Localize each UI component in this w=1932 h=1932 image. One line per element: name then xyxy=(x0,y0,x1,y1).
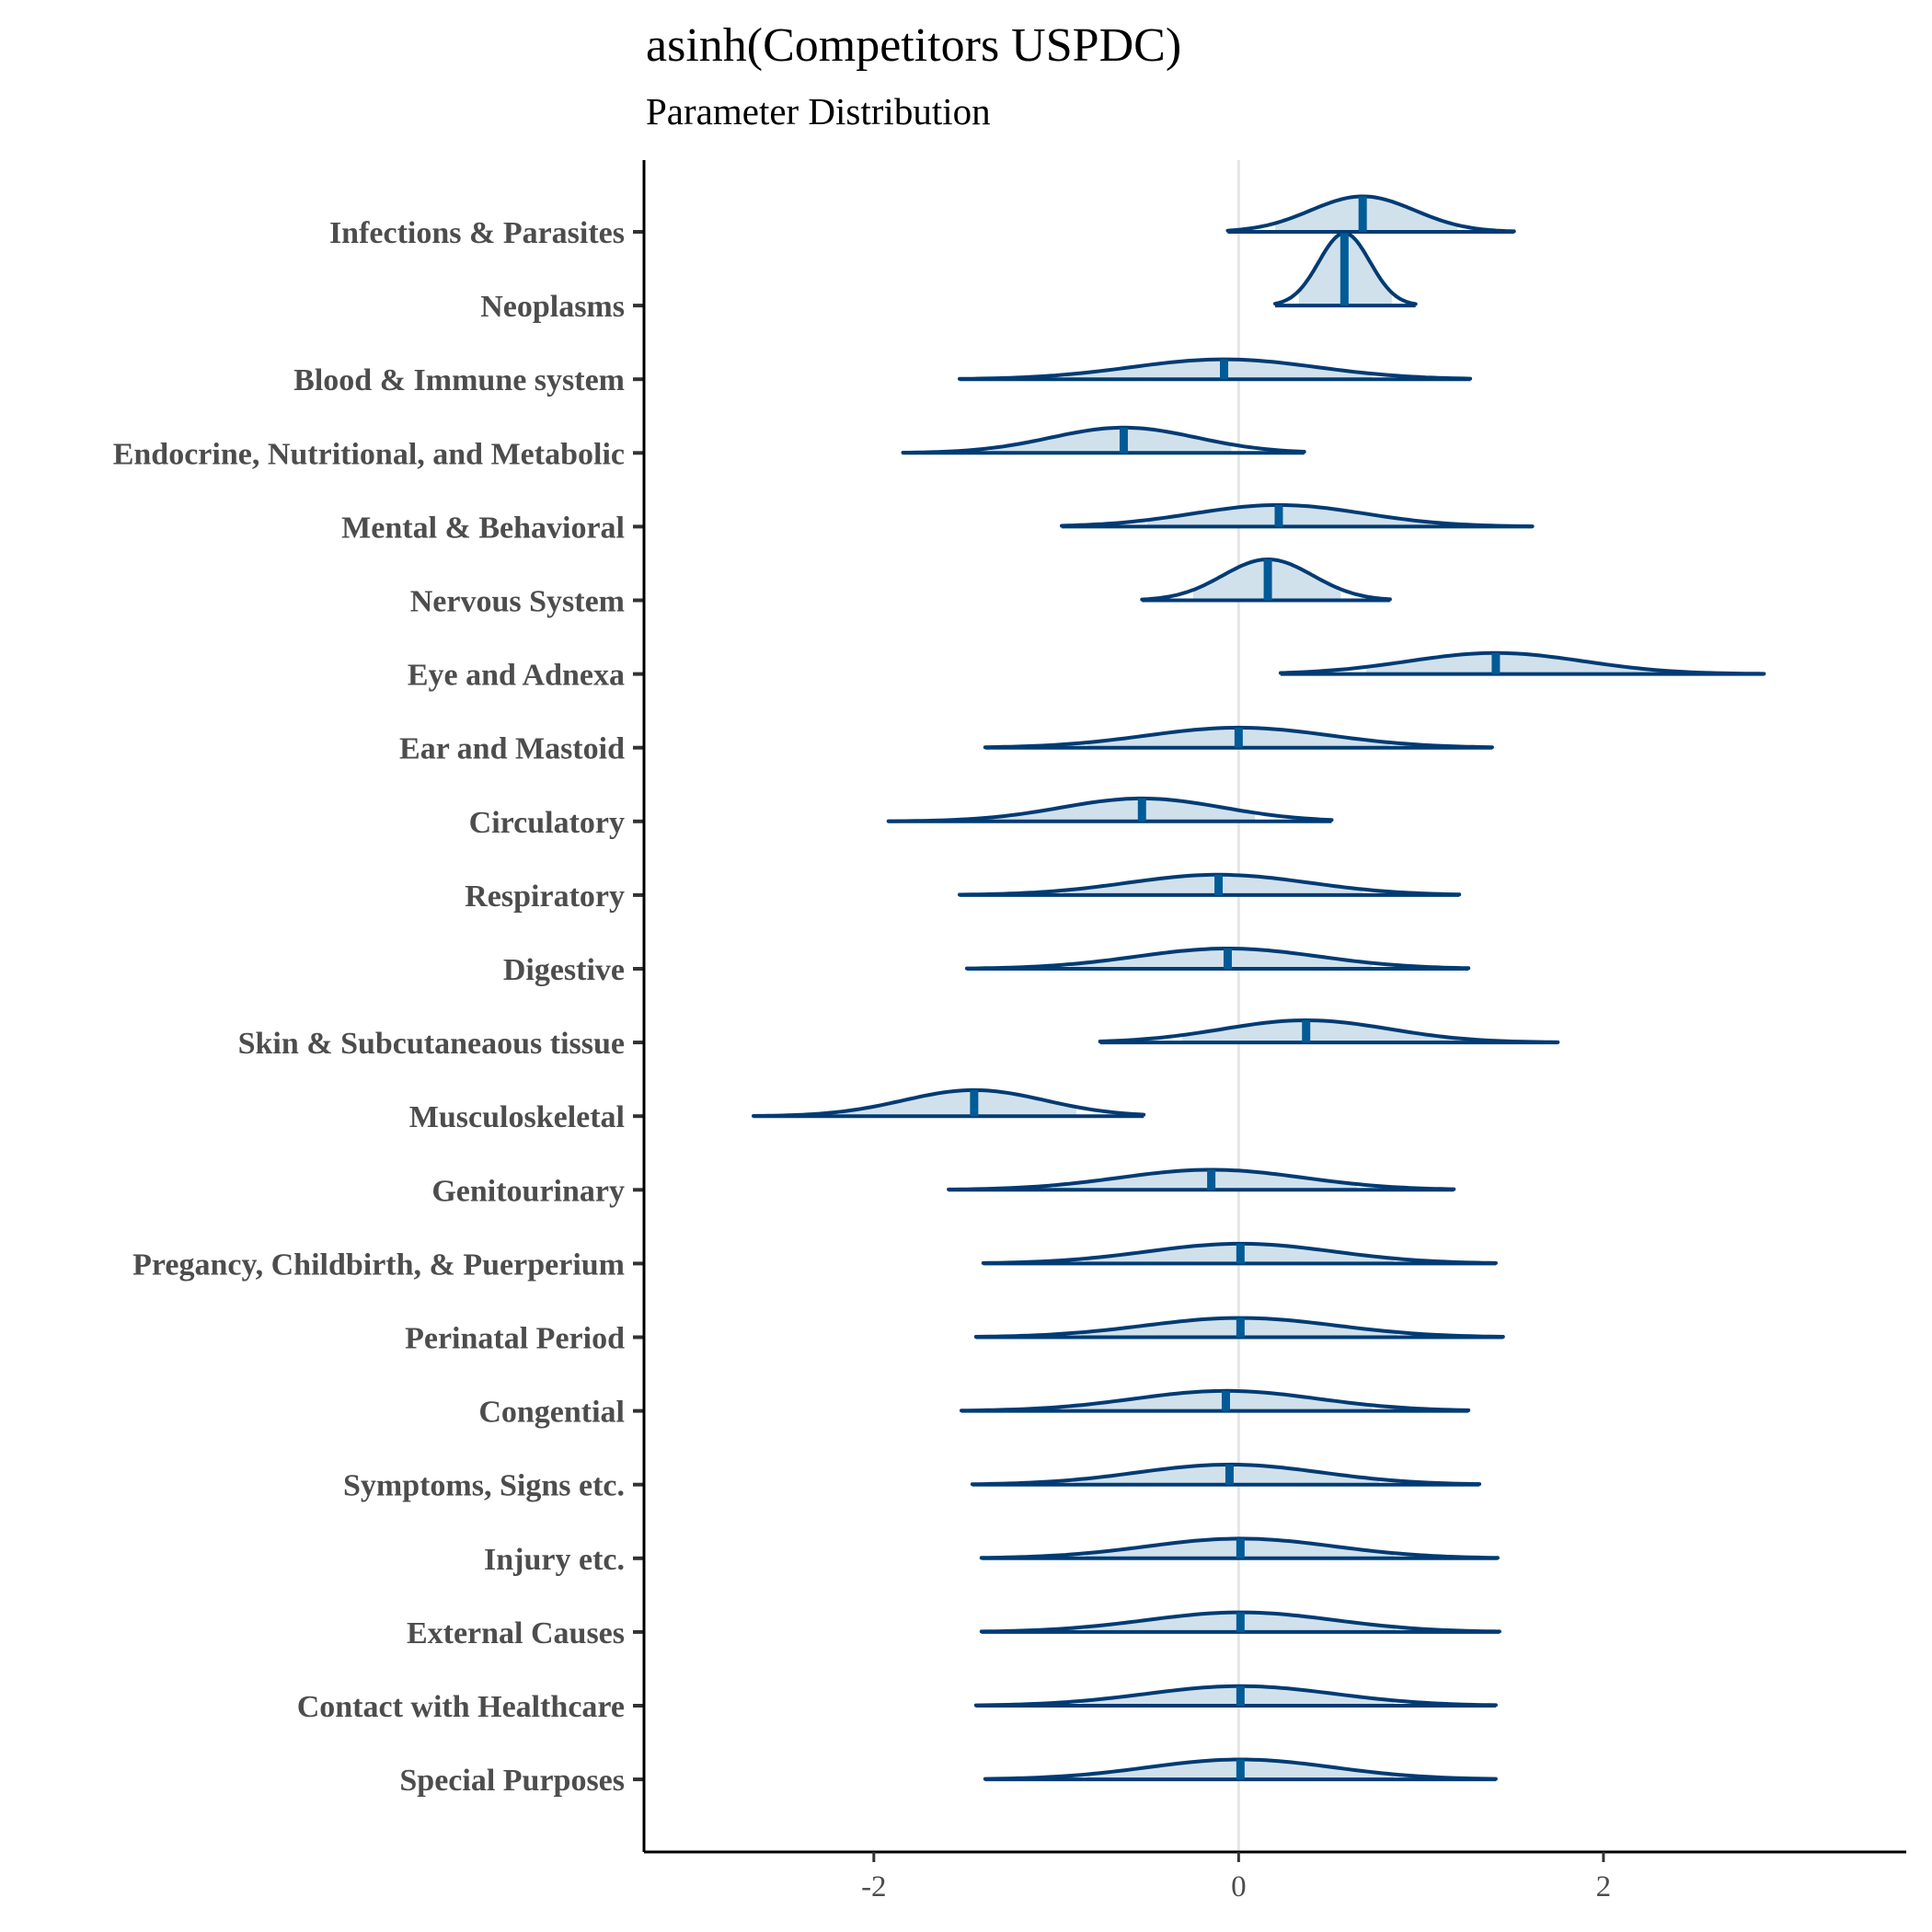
y-tick-label: Perinatal Period xyxy=(405,1322,625,1356)
y-tick-label: Endocrine, Nutritional, and Metabolic xyxy=(113,437,625,471)
chart-subtitle: Parameter Distribution xyxy=(646,90,991,132)
y-tick-label: External Causes xyxy=(407,1616,625,1650)
density-curve xyxy=(1060,503,1535,529)
y-tick-label: Genitourinary xyxy=(431,1174,625,1208)
y-tick-label: Eye and Adnexa xyxy=(408,659,625,693)
density-curve xyxy=(1225,194,1516,234)
interval-fill xyxy=(1054,1169,1358,1190)
interval-fill xyxy=(1065,359,1373,380)
x-tick-label: 0 xyxy=(1231,1870,1247,1903)
plot-area: Infections & Parasites Neoplasms Blood & I… xyxy=(113,160,1906,1903)
chart-title: asinh(Competitors USPDC) xyxy=(646,19,1181,72)
density-curve xyxy=(1098,1018,1560,1044)
density-curve xyxy=(979,1536,1500,1560)
density-curve xyxy=(958,872,1462,897)
y-tick-label: Congential xyxy=(478,1396,625,1430)
density-curve xyxy=(958,357,1473,381)
interval-fill xyxy=(1064,874,1363,895)
y-tick-label: Nervous System xyxy=(410,585,625,619)
density-curve xyxy=(964,947,1471,971)
interval-fill xyxy=(1070,1390,1373,1411)
y-tick-label: Musculoskeletal xyxy=(409,1100,625,1134)
y-tick-label: Ear and Mastoid xyxy=(399,732,625,766)
density-curve xyxy=(1278,650,1766,676)
y-tick-label: Circulatory xyxy=(469,806,625,840)
y-tick-label: Injury etc. xyxy=(484,1543,625,1577)
y-tick-label: Skin & Subcutaneaous tissue xyxy=(238,1027,625,1061)
interval-fill xyxy=(841,1089,1076,1117)
interval-fill xyxy=(990,427,1232,454)
y-tick-label: Blood & Immune system xyxy=(293,363,625,397)
y-tick-label: Mental & Behavioral xyxy=(341,511,625,545)
interval-fill xyxy=(988,798,1256,822)
y-tick-label: Respiratory xyxy=(465,880,625,914)
density-curve xyxy=(901,425,1306,454)
y-tick-label: Infections & Parasites xyxy=(329,216,625,250)
density-curve xyxy=(947,1167,1456,1191)
density-curve xyxy=(752,1087,1146,1118)
y-tick-label: Digestive xyxy=(503,953,625,987)
y-tick-label: Symptoms, Signs etc. xyxy=(343,1469,625,1503)
x-tick-label: 2 xyxy=(1596,1870,1612,1903)
density-curve xyxy=(983,725,1494,750)
y-tick-label: Special Purposes xyxy=(399,1764,625,1798)
y-tick-label: Neoplasms xyxy=(480,290,625,324)
density-curve xyxy=(973,1684,1498,1708)
x-tick-label: -2 xyxy=(861,1870,887,1903)
y-tick-label: Contact with Healthcare xyxy=(297,1690,625,1724)
density-curve xyxy=(886,796,1334,823)
density-curve xyxy=(960,1388,1471,1413)
y-tick-label: Pregancy, Childbirth, & Puerperium xyxy=(132,1248,625,1282)
